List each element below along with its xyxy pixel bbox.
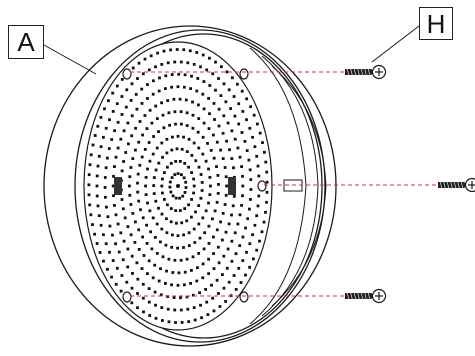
screw-icon xyxy=(438,177,475,193)
alignment-guides xyxy=(130,71,438,297)
grille-perforations xyxy=(87,48,269,324)
screw-icon xyxy=(345,288,387,304)
callout-part-a: A xyxy=(8,25,44,59)
screws xyxy=(345,64,475,304)
callout-part-h: H xyxy=(419,7,453,40)
screw-icon xyxy=(345,64,387,80)
callout-leaders xyxy=(43,25,420,75)
